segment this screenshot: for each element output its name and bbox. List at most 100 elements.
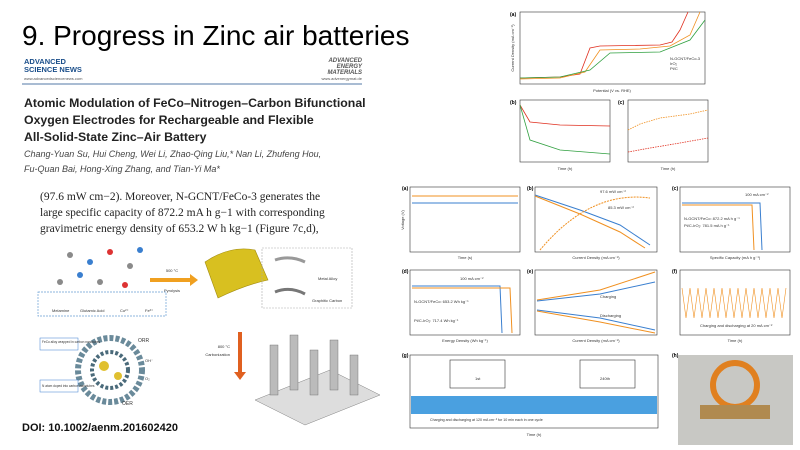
axis-label: Current Density (mA cm⁻²) — [510, 24, 515, 72]
annotation: 97.6 mW cm⁻² — [600, 189, 627, 194]
legend-entry: N-GCNT/FeCo-3 — [670, 56, 701, 61]
axis-label: Time (s) — [458, 255, 473, 260]
axis-label: Time (h) — [728, 338, 743, 343]
sheet-icon — [274, 256, 306, 264]
scheme-label: N atom doped into carbon nanotubes — [42, 384, 95, 388]
cycling-band — [411, 396, 657, 414]
axis-label: Time (h) — [661, 166, 676, 171]
slide-title: 9. Progress in Zinc air batteries — [22, 20, 410, 51]
panel-label: (b) — [527, 186, 534, 192]
curve — [412, 287, 513, 334]
axis-label: Current Density (mA cm⁻²) — [572, 255, 620, 260]
annotation: Charging and discharging at 120 mA cm⁻² … — [430, 418, 543, 422]
curve — [536, 281, 656, 302]
panel-label: (c) — [618, 100, 624, 106]
axis-label: Time (h) — [558, 166, 573, 171]
authors: Fu-Quan Bai, Hong-Xing Zhang, and Tian-Y… — [24, 164, 220, 174]
curve — [682, 204, 755, 251]
annotation: Charging — [600, 294, 616, 299]
journal-name: SCIENCE NEWS — [24, 65, 82, 74]
axes — [534, 186, 658, 253]
article-title: Oxygen Electrodes for Rechargeable and F… — [24, 113, 314, 127]
scheme-label: OER — [122, 401, 133, 407]
journal-url: www.advancedsciencenews.com — [24, 76, 83, 81]
axis-label: Time (h) — [527, 432, 542, 437]
axis-label: Potential (V vs. RHE) — [593, 88, 631, 93]
axes — [519, 11, 706, 85]
scheme-label: OH⁻ — [145, 358, 153, 363]
legend-entry: IrO₂ — [670, 61, 678, 66]
scheme-label: Carbonization — [205, 352, 230, 357]
article-title: All-Solid-State Zinc–Air Battery — [24, 130, 207, 144]
curve — [536, 310, 656, 334]
excerpt: (97.6 mW cm−2). Moreover, N-GCNT/FeCo-3 … — [40, 191, 320, 203]
panel-label: (a) — [402, 186, 408, 192]
doi: DOI: 10.1002/aenm.201602420 — [22, 422, 178, 434]
photo — [678, 355, 793, 445]
annotation: Pt/C-IrO₂: 717.4 Wh kg⁻¹ — [414, 318, 459, 323]
panel-label: (e) — [527, 269, 533, 275]
scheme: Melamine Glutamic Acid Co²⁺ Fe³⁺ 500 °C … — [37, 247, 381, 426]
annotation: 85.3 mW cm⁻² — [608, 205, 635, 210]
journal-url: www.advenergymat.de — [322, 76, 363, 81]
scheme-label: ORR — [138, 338, 150, 344]
curve — [519, 104, 611, 127]
curve — [534, 195, 646, 249]
arrow — [150, 274, 198, 286]
curve — [627, 109, 709, 131]
curve — [519, 19, 706, 79]
excerpt: gravimetric energy density of 653.2 W h … — [40, 223, 319, 235]
nanotube-forest — [254, 334, 381, 426]
journal-name: MATERIALS — [327, 70, 362, 76]
scheme-label: Melamine — [52, 308, 70, 313]
axes — [627, 99, 709, 163]
panel-label: (f) — [672, 269, 677, 275]
legend-entry: Pt/C — [670, 66, 678, 71]
curve — [534, 194, 651, 246]
axes — [519, 99, 611, 163]
scheme-label: Metal Alloy — [318, 276, 337, 281]
precursor-molecules — [57, 247, 143, 288]
callout — [39, 337, 79, 351]
annotation: Pt/C-IrO₂: 781.5 mA h g⁻¹ — [684, 223, 730, 228]
nanotube-closeup — [75, 335, 145, 405]
axis-label: Current Density (mA cm⁻²) — [572, 338, 620, 343]
scheme-label: Pyrolysis — [164, 288, 180, 293]
scheme-label: Co²⁺ — [120, 308, 129, 313]
annotation: N-GCNT/FeCo: 653.2 Wh kg⁻¹ — [414, 299, 469, 304]
panel-label: (h) — [672, 353, 679, 359]
curve — [536, 309, 656, 331]
annotation: N-GCNT/FeCo: 872.2 mA h g⁻¹ — [684, 216, 740, 221]
axis-label: Energy Density (Wh kg⁻¹) — [442, 338, 488, 343]
curve — [412, 285, 503, 334]
axes — [409, 354, 659, 429]
panel-label: (d) — [402, 269, 409, 275]
inset — [449, 359, 506, 389]
inset — [579, 359, 636, 389]
scheme-label: 500 °C — [166, 268, 178, 273]
curve — [539, 196, 651, 251]
figure-top: (a) N-GCNT/FeCo-3 IrO₂ Pt/C Potential (V… — [510, 11, 709, 171]
annotation: Charging and discharging at 20 mA cm⁻² — [700, 323, 773, 328]
journal-name: ADVANCED — [24, 57, 67, 66]
curve — [536, 271, 656, 301]
panel-label: (g) — [402, 353, 409, 359]
journal-header: ADVANCED SCIENCE NEWS www.advancedscienc… — [22, 57, 363, 85]
legend-box — [37, 291, 167, 317]
scheme-label: Glutamic Acid — [80, 308, 104, 313]
annotation: 240th — [600, 376, 610, 381]
journal-name: ADVANCED — [327, 58, 362, 64]
authors: Chang-Yuan Su, Hui Cheng, Wei Li, Zhao-Q… — [24, 149, 321, 159]
scheme-label: O₂ — [145, 376, 150, 381]
arrow — [234, 332, 246, 380]
axis-label: Specific Capacity (mA h g⁻¹) — [710, 255, 761, 260]
annotation: 1st — [475, 376, 481, 381]
axes — [409, 186, 521, 253]
figure-bottom: (a) Time (s) Voltage (V) (b) 97.6 mW cm⁻… — [400, 186, 793, 445]
panel-label: (a) — [510, 12, 516, 18]
carbon-sheet — [204, 248, 269, 299]
sheet-icon — [274, 287, 306, 296]
scheme-label: Fe³⁺ — [145, 308, 153, 313]
callout — [39, 379, 79, 393]
